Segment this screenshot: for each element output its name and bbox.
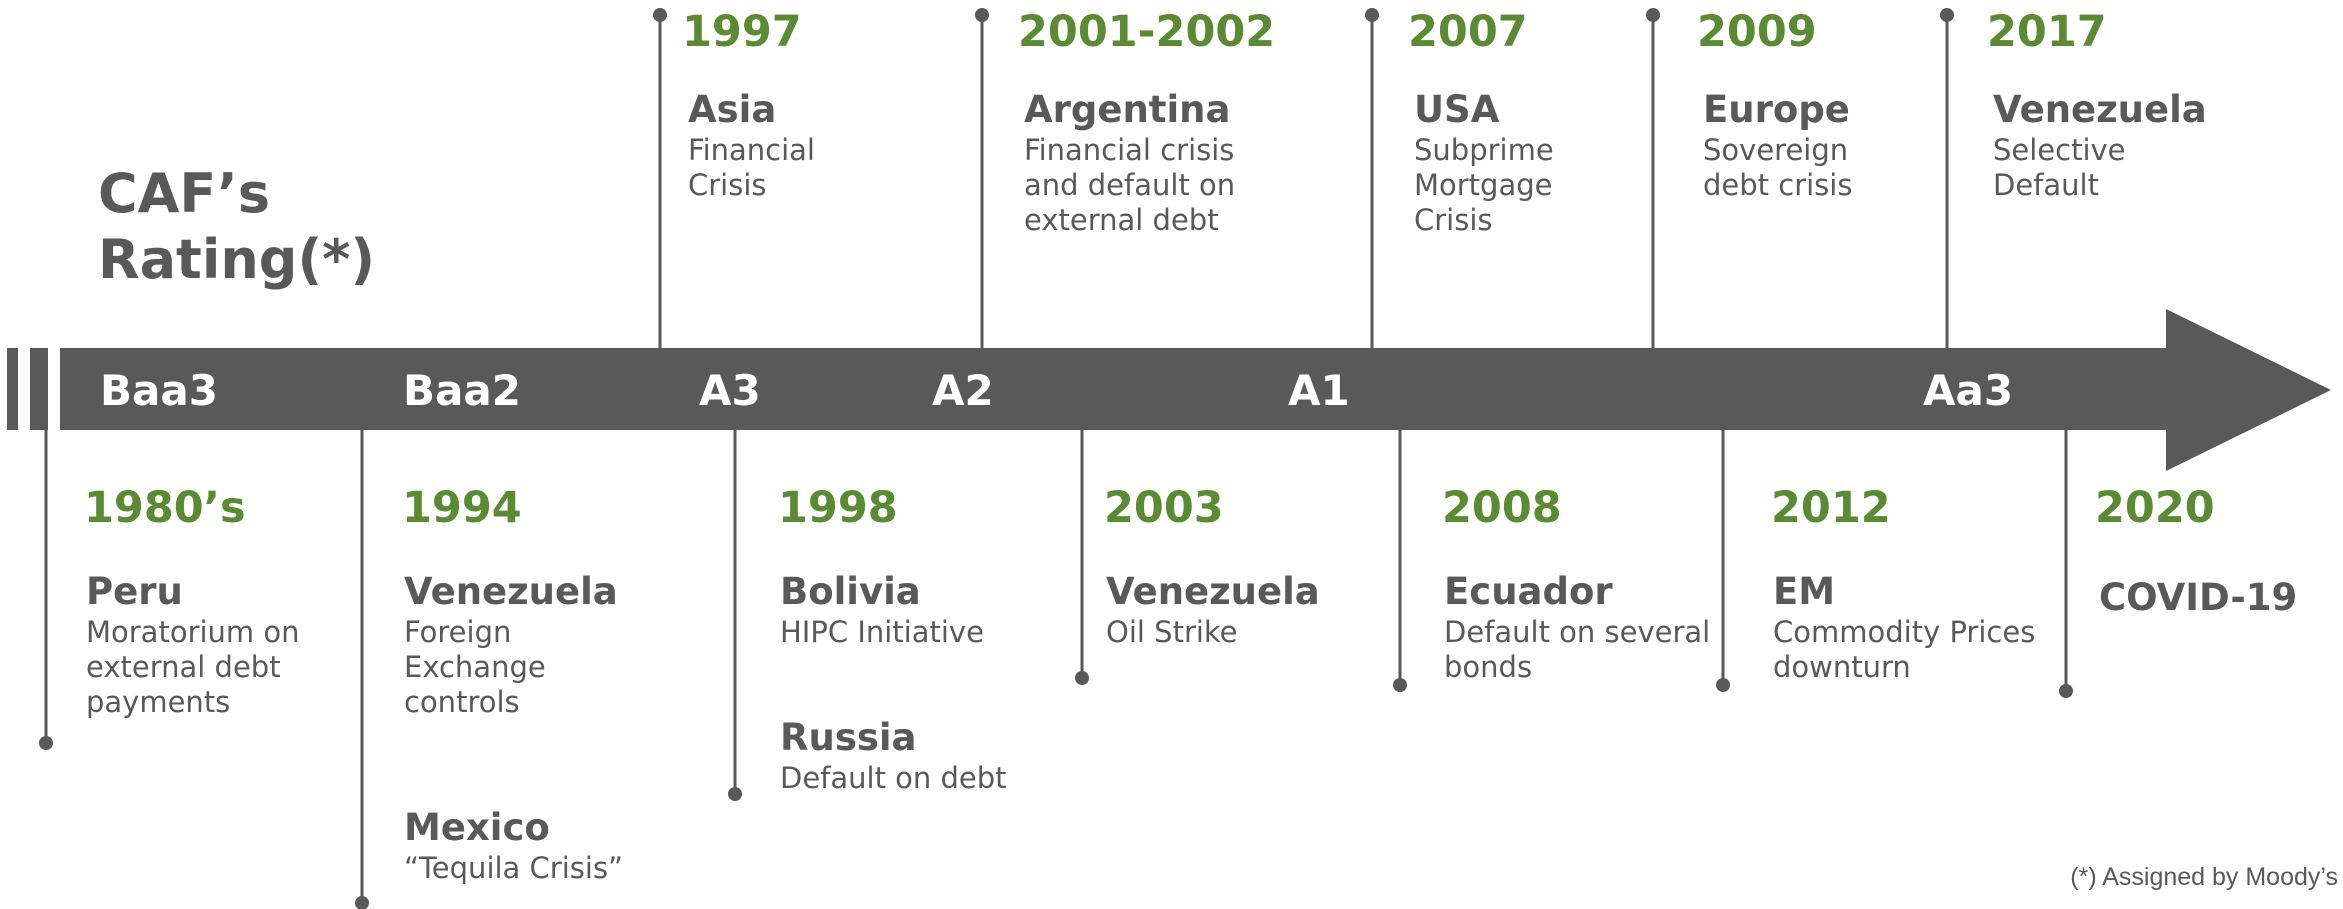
year: 2012 [1771,483,1891,533]
description: Default [1993,168,2099,202]
description: controls [404,685,520,719]
country: Venezuela [1993,88,2207,131]
dot [1716,678,1730,692]
country: Bolivia [780,570,921,613]
year: 2008 [1442,483,1562,533]
country: Mexico [404,806,550,849]
country: Russia [780,716,917,759]
rating: Baa3 [100,366,218,415]
country: Argentina [1024,88,1230,131]
description: payments [86,685,230,719]
timeline-bar [60,348,2170,430]
description: Selective [1993,133,2126,167]
dot [39,736,53,750]
country: Peru [86,570,183,613]
dot [1940,8,1954,22]
country: Venezuela [404,570,618,613]
dot [728,787,742,801]
break-bar [30,348,48,430]
dot [975,8,989,22]
description: Commodity Prices [1773,615,2035,649]
description: downturn [1773,650,1911,684]
dot [355,896,369,909]
dot [1365,8,1379,22]
year: 2009 [1697,7,1817,57]
country: USA [1414,88,1500,131]
description: Oil Strike [1106,615,1238,649]
year: 2001-2002 [1018,7,1275,57]
country: COVID-19 [2099,576,2297,619]
title: Rating(*) [98,228,375,291]
description: Mortgage [1414,168,1553,202]
year: 1980’s [84,483,246,533]
description: debt crisis [1703,168,1852,202]
year: 1997 [682,7,802,57]
dot [1075,671,1089,685]
country: Europe [1703,88,1850,131]
description: Subprime [1414,133,1554,167]
description: “Tequila Crisis” [404,851,623,885]
description: Exchange [404,650,546,684]
description: bonds [1444,650,1532,684]
arrow-head [2166,309,2331,471]
rating: Baa2 [403,366,521,415]
dot [1646,8,1660,22]
rating: A1 [1288,366,1350,415]
description: Foreign [404,615,511,649]
year: 1998 [778,483,898,533]
description: Default on several [1444,615,1710,649]
year: 2017 [1987,7,2107,57]
description: Default on debt [780,761,1007,795]
country: EM [1773,570,1835,613]
dot [1393,678,1407,692]
description: external debt [86,650,281,684]
country: Venezuela [1106,570,1320,613]
description: Financial [688,133,815,167]
description: HIPC Initiative [780,615,984,649]
year: 1994 [402,483,522,533]
description: external debt [1024,203,1219,237]
year: 2020 [2095,483,2215,533]
country: Ecuador [1444,570,1613,613]
rating: A2 [932,366,994,415]
description: Moratorium on [86,615,300,649]
description: Crisis [688,168,767,202]
break-bar [7,348,18,430]
country: Asia [688,88,776,131]
year: 2003 [1104,483,1224,533]
description: Sovereign [1703,133,1848,167]
description: and default on [1024,168,1235,202]
footnote: (*) Assigned by Moody’s [2070,863,2338,891]
description: Crisis [1414,203,1493,237]
dot [2059,684,2073,698]
year: 2007 [1408,7,1528,57]
description: Financial crisis [1024,133,1234,167]
dot [653,8,667,22]
rating: A3 [699,366,761,415]
rating: Aa3 [1923,366,2013,415]
title: CAF’s [98,162,270,225]
